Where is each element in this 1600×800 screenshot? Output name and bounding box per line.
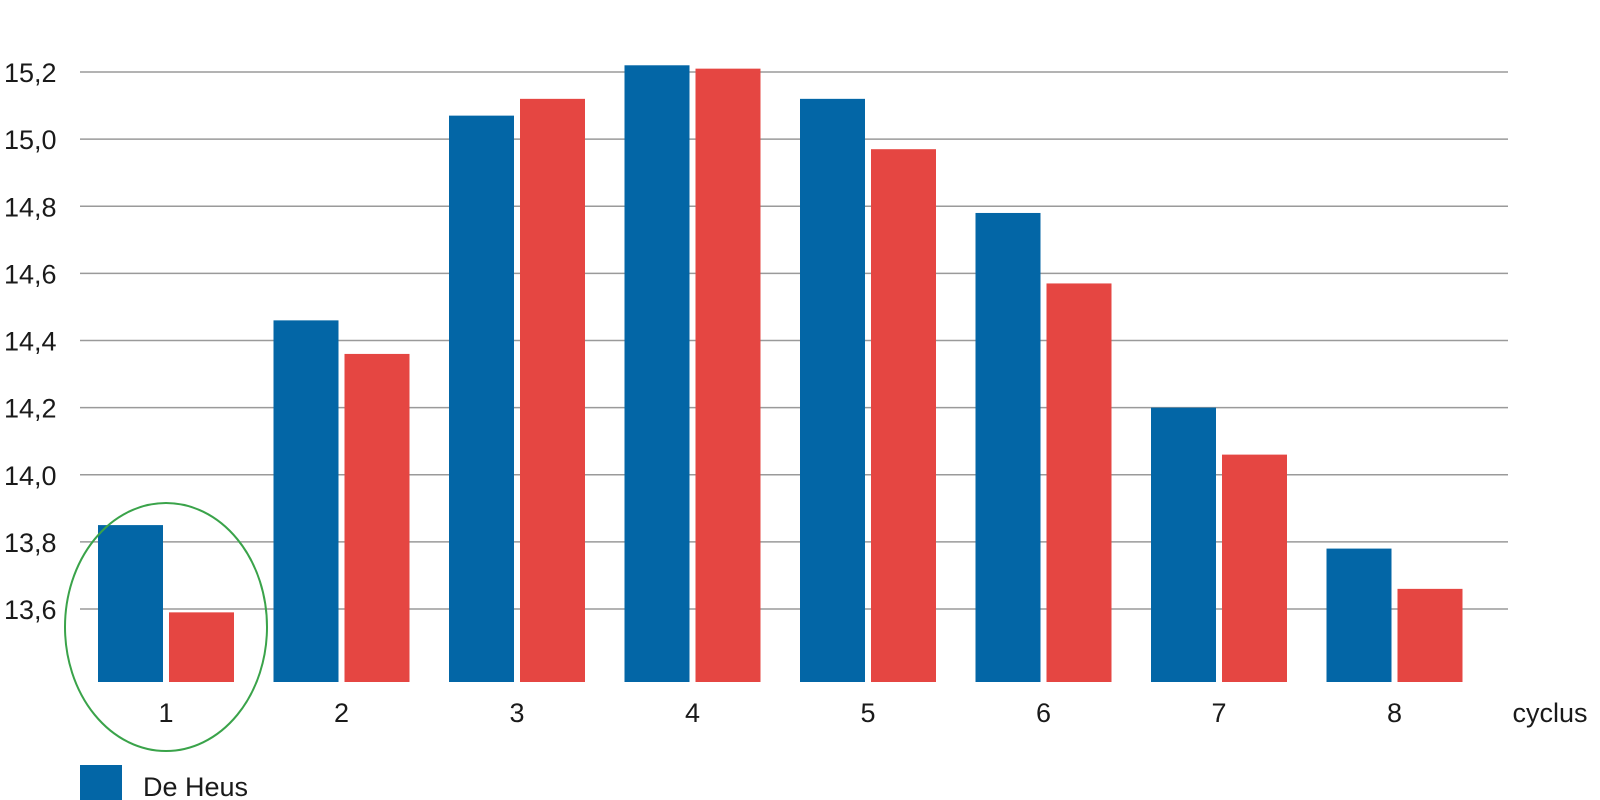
x-axis-tick-labels: 1 2 3 4 5 6 7 8: [158, 698, 1402, 728]
x-axis-label: cyclus: [1512, 698, 1587, 728]
bar-series2-cat-7: [1222, 454, 1287, 682]
y-axis-tick-labels: 13,6 13,8 14,0 14,2 14,4 14,6 14,8 15,0 15,2: [4, 58, 57, 625]
bar-series1-cat-8: [1326, 548, 1392, 682]
bar-series1-cat-5: [800, 98, 865, 683]
y-tick-label: 15,0: [4, 125, 57, 155]
x-tick-label: 4: [685, 698, 700, 728]
x-tick-label: 1: [158, 698, 173, 728]
y-tick-label: 15,2: [4, 58, 57, 88]
highlight-ellipse: [64, 502, 268, 752]
x-tick-label: 3: [509, 698, 524, 728]
x-tick-label: 5: [860, 698, 875, 728]
x-tick-label: 2: [334, 698, 349, 728]
y-tick-label: 13,8: [4, 528, 57, 558]
y-tick-label: 14,6: [4, 259, 57, 289]
bar-series2-cat-5: [871, 149, 936, 683]
bar-series1-cat-6: [975, 212, 1041, 682]
y-tick-label: 14,8: [4, 192, 57, 222]
bar-series2-cat-8: [1397, 588, 1463, 682]
y-tick-label: 14,0: [4, 461, 57, 491]
y-tick-label: 14,2: [4, 394, 57, 424]
x-tick-label: 8: [1387, 698, 1402, 728]
legend-label-de-heus: De Heus: [143, 772, 248, 800]
y-tick-label: 13,6: [4, 595, 57, 625]
legend: De Heus: [80, 765, 248, 800]
bar-series2-cat-6: [1046, 283, 1112, 682]
bar-series2-cat-3: [520, 98, 585, 683]
bar-series1-cat-7: [1151, 407, 1216, 682]
x-tick-label: 7: [1211, 698, 1226, 728]
bar-series2-cat-1: [169, 612, 234, 682]
y-tick-label: 14,4: [4, 327, 57, 357]
legend-swatch-de-heus: [80, 765, 122, 800]
bars: [98, 65, 1463, 683]
bar-series1-cat-3: [449, 115, 514, 683]
bar-series2-cat-2: [344, 353, 410, 682]
bar-series1-cat-2: [273, 320, 339, 682]
bar-series2-cat-4: [695, 68, 761, 683]
bar-series1-cat-4: [624, 65, 690, 683]
bar-series1-cat-1: [98, 525, 163, 682]
x-tick-label: 6: [1036, 698, 1051, 728]
